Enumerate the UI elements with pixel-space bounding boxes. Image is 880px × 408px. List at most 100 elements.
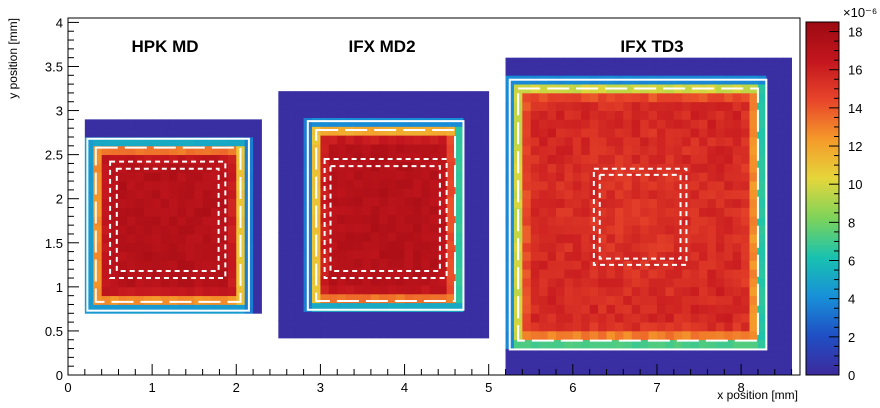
heatmap-cell [539,366,548,376]
heatmap-cell [598,269,607,279]
heatmap-cell [699,207,708,217]
heatmap-cell [665,128,675,138]
heatmap-cell [278,170,288,180]
heatmap-cell [581,163,591,173]
heatmap-cell [732,225,742,235]
heatmap-cell [345,249,355,260]
heatmap-cell [455,135,464,145]
heatmap-cell [783,110,792,120]
heatmap-cell [547,66,557,76]
heatmap-cell [160,295,170,305]
heatmap-cell [631,119,641,129]
heatmap-cell [690,225,700,235]
heatmap-cell [455,214,464,224]
heatmap-cell [539,207,548,217]
heatmap-cell [640,137,649,147]
heatmap-cell [623,313,633,323]
heatmap-cell [556,119,565,129]
heatmap-cell [253,225,262,235]
heatmap-cell [278,99,288,110]
heatmap-cell [623,57,633,67]
heatmap-cell [522,66,532,76]
heatmap-cell [253,216,262,226]
heatmap-cell [699,260,708,270]
heatmap-cell [84,163,94,173]
heatmap-cell [480,99,490,110]
heatmap-cell [732,66,742,76]
heatmap-cell [539,145,548,156]
heatmap-cell [345,267,355,277]
heatmap-cell [699,101,708,111]
heatmap-cell [682,295,692,305]
heatmap-cell [446,91,456,101]
heatmap-cell [665,101,675,111]
heatmap-cell [253,304,262,314]
heatmap-cell [707,207,717,217]
heatmap-cell [370,179,380,189]
heatmap-cell [598,198,607,208]
heatmap-cell [126,225,136,235]
heatmap-cell [118,207,128,217]
heatmap-cell [118,145,128,156]
heatmap-cell [354,329,363,339]
heatmap-cell [564,110,574,120]
heatmap-cell [724,119,734,129]
outer-pixel-outline [86,137,250,312]
heatmap-cell [783,128,792,138]
heatmap-cell [564,137,574,147]
heatmap-cell [135,189,145,200]
heatmap-cell [623,145,633,156]
heatmap-cell [783,225,792,235]
heatmap-cell [774,128,784,138]
heatmap-cell [84,189,94,200]
heatmap-cell [640,330,649,341]
heatmap-cell [110,189,119,200]
heatmap-cell [757,295,767,305]
heatmap-cell [168,242,178,252]
heatmap-cell [673,348,683,358]
heatmap-cell [707,137,717,147]
heatmap-cell [219,172,229,182]
heatmap-cell [715,225,725,235]
heatmap-cell [564,339,574,349]
heatmap-cell [354,258,363,268]
heatmap-cell [640,233,649,244]
heatmap-cell [606,225,616,235]
heatmap-cell [93,260,103,270]
heatmap-cell [93,181,103,191]
heatmap-cell [606,366,616,376]
heatmap-cell [101,242,111,252]
heatmap-cell [211,286,220,297]
heatmap-cell [320,302,330,312]
heatmap-cell [118,198,128,208]
heatmap-cell [463,285,473,295]
heatmap-cell [110,286,119,297]
heatmap-cell [438,170,448,180]
heatmap-cell [143,304,153,314]
heatmap-cell [345,170,355,180]
heatmap-cell [194,172,204,182]
heatmap-cell [412,329,422,339]
heatmap-cell [84,172,94,182]
heatmap-cell [143,145,153,156]
heatmap-cell [757,225,767,235]
pixel-outline-overlays [86,78,768,351]
heatmap-cell [387,205,397,215]
x-tick-label: 7 [653,380,660,395]
heatmap-cell [732,154,742,164]
heatmap-cell [135,207,145,217]
heatmap-cell [354,99,363,110]
heatmap-cell [715,242,725,252]
heatmap-cell [429,329,439,339]
heatmap-cell [421,170,431,180]
heatmap-cell [673,110,683,120]
heatmap-cell [539,84,548,94]
heatmap-cell [480,267,490,277]
heatmap-cell [614,181,624,191]
heatmap-cell [194,181,204,191]
x-tick-label: 3 [317,380,324,395]
heatmap-cell [766,163,776,173]
heatmap-cell [177,189,187,200]
heatmap-cell [749,313,759,323]
heatmap-cell [564,57,574,67]
